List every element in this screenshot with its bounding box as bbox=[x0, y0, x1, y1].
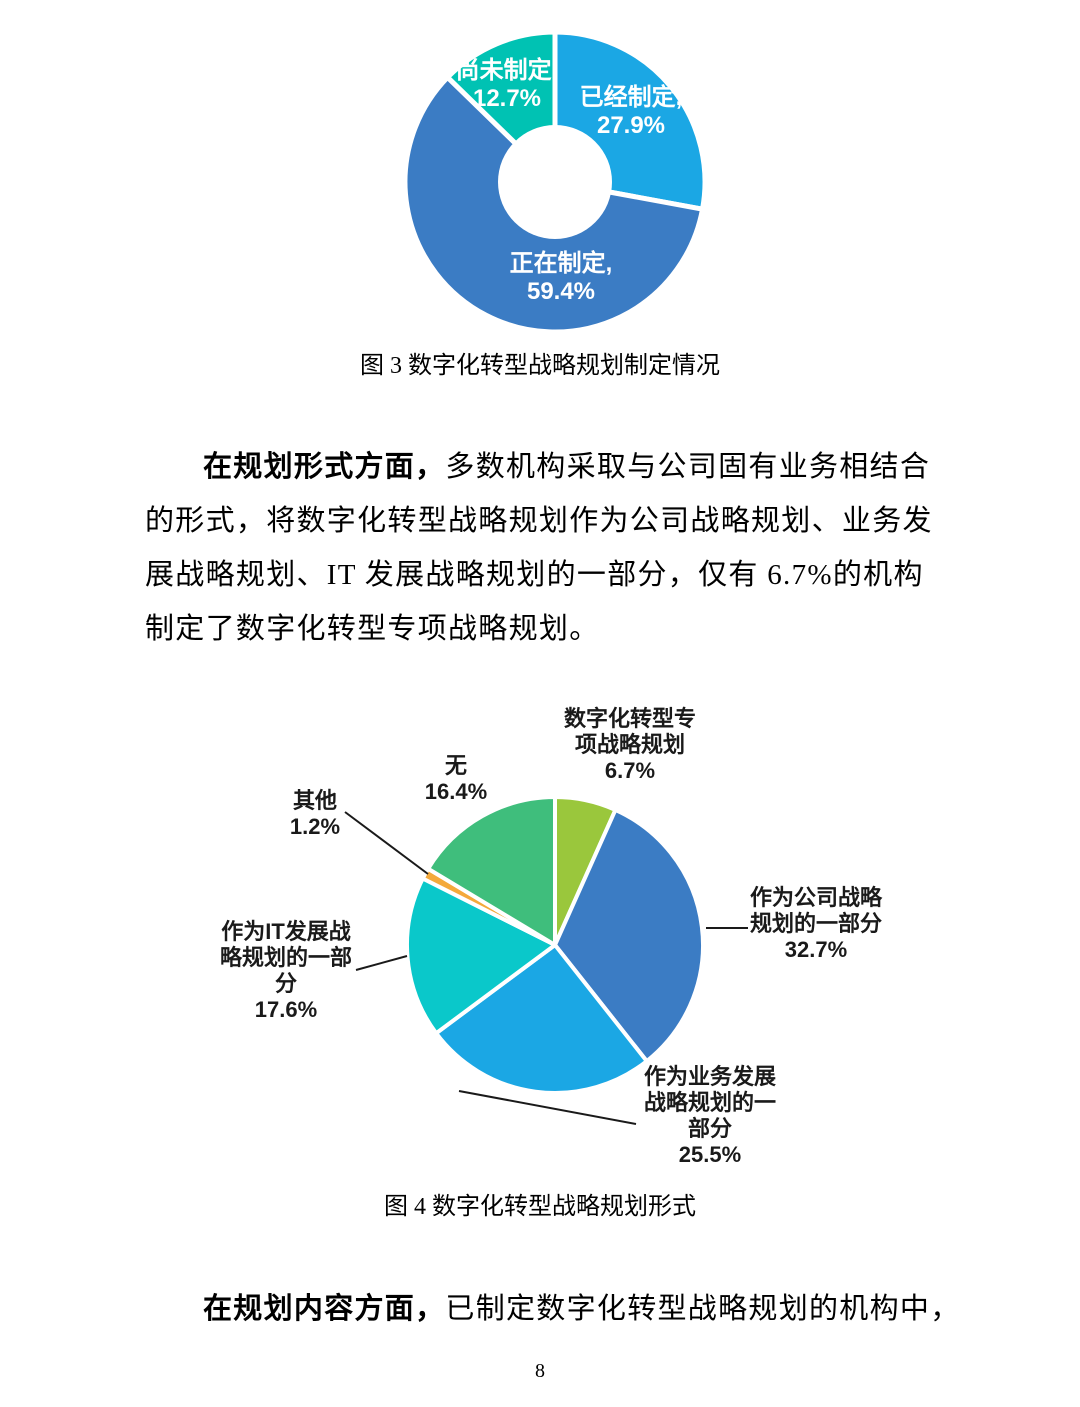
slice-value: 32.7% bbox=[784, 937, 848, 962]
lead-in-bold: 在规划形式方面， bbox=[203, 451, 446, 483]
pie-label-company: 作为公司战略 规划的一部分 32.7% bbox=[716, 885, 916, 963]
donut-hole bbox=[498, 125, 612, 239]
slice-label: 略规划的一部 bbox=[219, 945, 352, 970]
slice-value: 27.9% bbox=[596, 112, 666, 139]
body-line: 在规划内容方面，已制定数字化转型战略规划的机构中， bbox=[145, 1282, 967, 1336]
slice-value: 6.7% bbox=[604, 758, 656, 783]
slice-value: 59.4% bbox=[526, 278, 596, 305]
slice-label: 作为公司战略 bbox=[749, 885, 882, 910]
lead-in-bold: 在规划内容方面， bbox=[203, 1293, 446, 1325]
pie-label-none: 无 16.4% bbox=[376, 753, 536, 805]
slice-label: 项战略规划 bbox=[574, 732, 685, 757]
paragraph-planning-form: 在规划形式方面，多数机构采取与公司固有业务相结合 的形式，将数字化转型战略规划作… bbox=[145, 440, 967, 656]
figure3-caption: 图 3 数字化转型战略规划制定情况 bbox=[360, 353, 720, 379]
pie-label-other: 其他 1.2% bbox=[245, 788, 385, 840]
figure4-caption: 图 4 数字化转型战略规划形式 bbox=[384, 1194, 696, 1220]
slice-label: 正在制定, bbox=[509, 250, 613, 277]
pie-label-special: 数字化转型专 项战略规划 6.7% bbox=[530, 706, 730, 784]
slice-label: 分 bbox=[274, 971, 297, 996]
slice-label: 作为IT发展战 bbox=[221, 919, 351, 944]
slice-label: 部分 bbox=[687, 1116, 732, 1141]
slice-value: 25.5% bbox=[678, 1142, 742, 1167]
slice-label: 其他 bbox=[292, 788, 337, 813]
body-line: 制定了数字化转型专项战略规划。 bbox=[145, 613, 600, 645]
slice-label: 作为业务发展 bbox=[643, 1064, 776, 1089]
slice-label: 尚未制定, bbox=[455, 57, 559, 84]
donut-label-in-progress: 正在制定, 59.4% bbox=[461, 250, 661, 306]
paragraph-planning-content: 在规划内容方面，已制定数字化转型战略规划的机构中， bbox=[145, 1282, 967, 1336]
slice-label: 规划的一部分 bbox=[749, 911, 882, 936]
pie-slice bbox=[405, 876, 557, 1036]
slice-value: 1.2% bbox=[289, 814, 341, 839]
slice-value: 17.6% bbox=[254, 997, 318, 1022]
pie-chart-figure4 bbox=[405, 795, 705, 1095]
body-line: 在规划形式方面，多数机构采取与公司固有业务相结合 bbox=[145, 440, 967, 494]
slice-value: 12.7% bbox=[472, 85, 542, 112]
slice-label: 战略规划的一 bbox=[643, 1090, 776, 1115]
body-line: 展战略规划、IT 发展战略规划的一部分，仅有 6.7%的机构 bbox=[145, 559, 924, 591]
body-text: 已制定数字化转型战略规划的机构中， bbox=[445, 1293, 961, 1325]
body-text: 多数机构采取与公司固有业务相结合 bbox=[445, 451, 931, 483]
donut-chart-figure3 bbox=[402, 29, 708, 335]
pie-label-it: 作为IT发展战 略规划的一部 分 17.6% bbox=[186, 919, 386, 1023]
donut-label-done: 已经制定, 27.9% bbox=[531, 84, 731, 140]
page-number: 8 bbox=[535, 1360, 545, 1382]
slice-label: 无 bbox=[444, 753, 467, 778]
slice-label: 数字化转型专 bbox=[563, 706, 696, 731]
pie-slice bbox=[553, 807, 705, 1064]
pie-label-business: 作为业务发展 战略规划的一 部分 25.5% bbox=[610, 1064, 810, 1168]
donut-label-not-yet: 尚未制定, 12.7% bbox=[407, 57, 607, 113]
body-line: 的形式，将数字化转型战略规划作为公司战略规划、业务发 bbox=[145, 505, 933, 537]
slice-value: 16.4% bbox=[424, 779, 488, 804]
pie-slice bbox=[426, 795, 557, 947]
slice-label: 已经制定, bbox=[579, 84, 683, 111]
